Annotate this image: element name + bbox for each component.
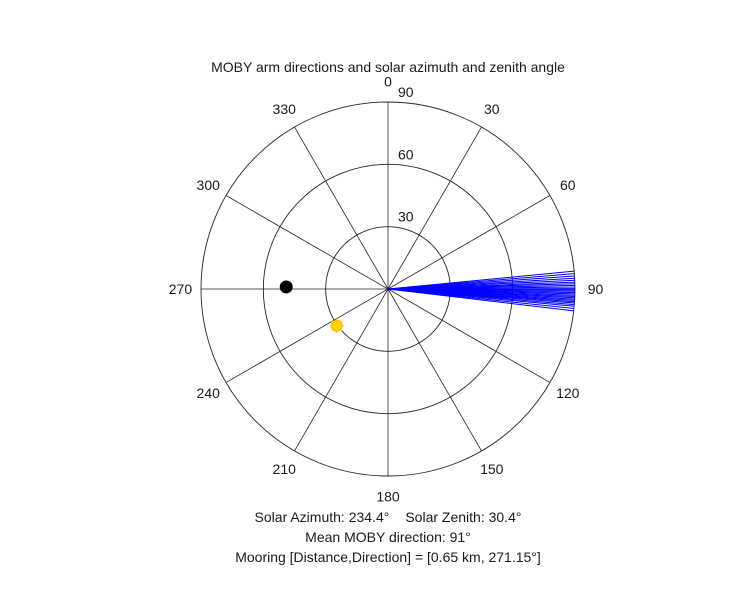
sun-ray-3: [331, 327, 335, 332]
theta-label-0: 0: [384, 73, 392, 89]
tick-labels: 0 30 60 90 120 150 180 210 240 270 300 330 30 60 90: [169, 73, 604, 504]
spoke-240: [225, 288, 389, 383]
spoke-300: [225, 195, 389, 290]
solar-azimuth-text: Solar Azimuth: 234.4°: [255, 509, 390, 525]
r-label-30: 30: [398, 209, 414, 225]
sun-ray-7: [338, 320, 343, 325]
arm-direction-lines: [387, 270, 576, 312]
spoke-120: [387, 288, 551, 383]
theta-label-30: 30: [484, 101, 500, 117]
theta-label-300: 300: [197, 177, 221, 193]
data-points: [279, 280, 344, 333]
mean-direction-caption: Mean MOBY direction: 91°: [305, 529, 471, 545]
theta-label-60: 60: [560, 177, 576, 193]
theta-label-180: 180: [376, 489, 400, 505]
spoke-210: [294, 288, 389, 452]
theta-label-240: 240: [197, 385, 221, 401]
r-label-60: 60: [398, 146, 414, 162]
solar-zenith-text: Solar Zenith: 30.4°: [405, 509, 521, 525]
theta-label-120: 120: [556, 385, 580, 401]
mooring-marker: [279, 280, 293, 294]
arm-line-24: [387, 288, 574, 312]
chart-title: MOBY arm directions and solar azimuth an…: [211, 59, 565, 75]
theta-label-150: 150: [480, 461, 504, 477]
mooring-caption: Mooring [Distance,Direction] = [0.65 km,…: [235, 549, 541, 565]
theta-label-330: 330: [273, 101, 297, 117]
spoke-60: [387, 195, 551, 290]
sun-ray-5: [331, 320, 335, 325]
spoke-150: [387, 288, 482, 452]
solar-caption: Solar Azimuth: 234.4° Solar Zenith: 30.4°: [255, 509, 522, 525]
spoke-330: [294, 126, 389, 290]
r-label-90: 90: [398, 84, 414, 100]
sun-ray-1: [338, 327, 343, 332]
theta-label-90: 90: [588, 281, 604, 297]
spoke-30: [387, 126, 482, 290]
theta-label-270: 270: [169, 281, 193, 297]
theta-label-210: 210: [273, 461, 297, 477]
